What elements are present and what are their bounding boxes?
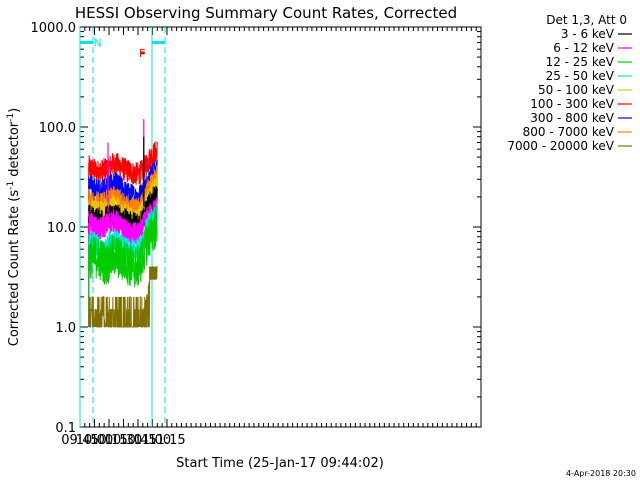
y-axis-title: Corrected Count Rate (s-1 detector-1) xyxy=(6,108,22,346)
y-tick-label: 10.0 xyxy=(47,221,76,236)
x-tick-label: 09:45 xyxy=(61,433,98,448)
footer-timestamp: 4-Apr-2018 20:30 xyxy=(566,469,636,478)
legend-entry-label: 3 - 6 keV xyxy=(561,27,615,41)
legend-entry-label: 6 - 12 keV xyxy=(553,41,615,55)
x-tick-label: 10:45 xyxy=(119,433,156,448)
series-line xyxy=(88,205,158,288)
y-tick-label: 100.0 xyxy=(39,121,76,136)
annotation-label: N xyxy=(94,36,102,49)
legend-entry-label: 300 - 800 keV xyxy=(530,111,614,125)
legend-entry-label: 50 - 100 keV xyxy=(538,83,615,97)
x-tick-label: 10:00 xyxy=(76,433,113,448)
legend-entry-label: 800 - 7000 keV xyxy=(523,125,615,139)
y-tick-label: 1000.0 xyxy=(31,21,77,36)
x-tick-label: 10:30 xyxy=(105,433,142,448)
x-axis-title: Start Time (25-Jan-17 09:44:02) xyxy=(176,456,384,471)
legend-entry-label: 100 - 300 keV xyxy=(530,97,614,111)
series-layer xyxy=(88,119,158,328)
axes-layer: 0.1 1.0 10.0 100.0 1000.0 09:4510:0010:1510:3… xyxy=(31,21,482,448)
series-line xyxy=(88,141,158,185)
legend-entry-label: 25 - 50 keV xyxy=(546,69,615,83)
x-tick-label: 11:15 xyxy=(148,433,185,448)
legend-entry-label: 7000 - 20000 keV xyxy=(507,139,614,153)
chart-title: HESSI Observing Summary Count Rates, Cor… xyxy=(75,4,457,22)
legend-title: Det 1,3, Att 0 xyxy=(546,13,627,27)
series-line xyxy=(88,266,158,328)
y-tick-label: 1.0 xyxy=(55,321,76,336)
x-tick-label: 11:00 xyxy=(134,433,171,448)
legend-entry-label: 12 - 25 keV xyxy=(546,55,615,69)
annotation-layer: NF xyxy=(94,36,146,59)
x-tick-label: 10:15 xyxy=(90,433,127,448)
y-tick-label: 0.1 xyxy=(55,421,76,436)
